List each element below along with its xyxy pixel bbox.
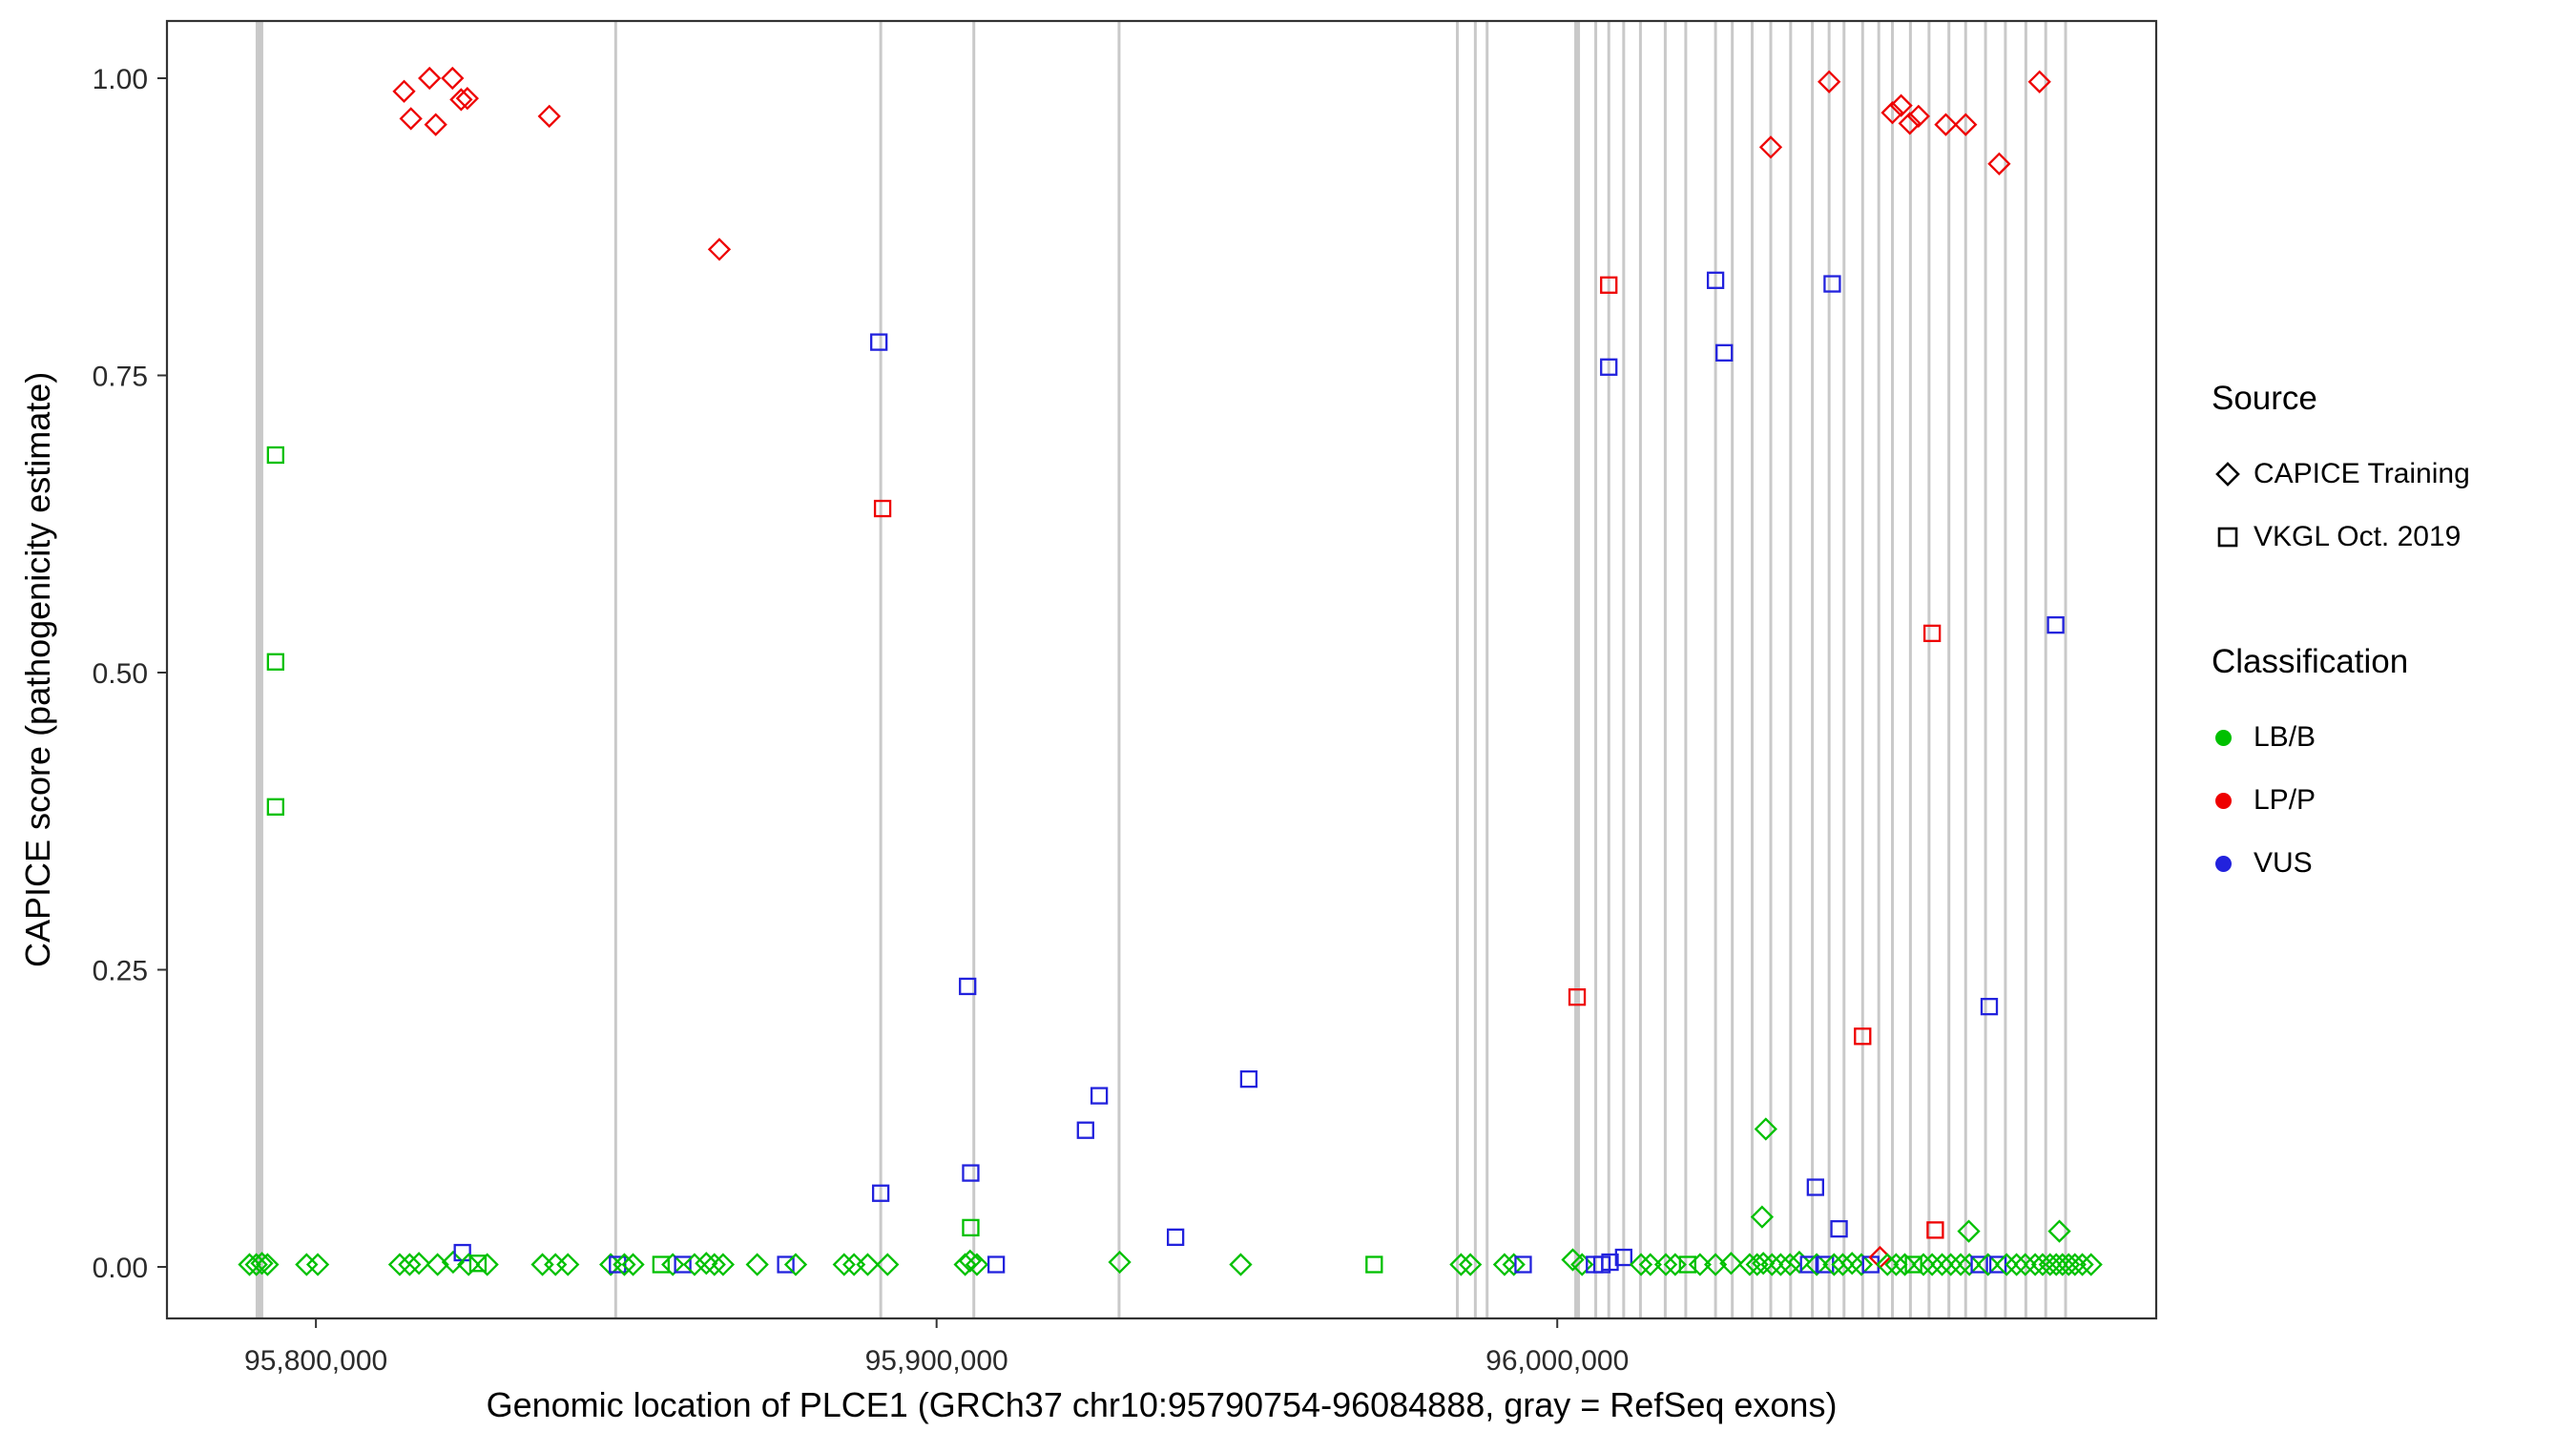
blue-dot-icon [2212,855,2254,872]
legend-item-vkgl: VKGL Oct. 2019 [2212,506,2470,569]
svg-text:0.50: 0.50 [93,658,148,690]
svg-text:1.00: 1.00 [93,64,148,95]
svg-text:0.25: 0.25 [93,956,148,987]
svg-text:95,900,000: 95,900,000 [865,1345,1008,1377]
legend-class-label: LP/P [2254,784,2316,816]
legend: Source CAPICE Training VKGL Oct. 2019 Cl… [2212,380,2470,895]
square-key-icon [2212,521,2254,553]
legend-class-label: LB/B [2254,721,2316,753]
legend-classification-title: Classification [2212,643,2409,680]
legend-item-vus: VUS [2212,832,2470,895]
legend-source-title: Source [2212,380,2317,417]
diamond-key-icon [2212,458,2254,490]
svg-text:96,000,000: 96,000,000 [1485,1345,1629,1377]
legend-item-capice-training: CAPICE Training [2212,443,2470,506]
legend-source-label: VKGL Oct. 2019 [2254,521,2462,552]
svg-text:95,800,000: 95,800,000 [244,1345,387,1377]
legend-item-lpp: LP/P [2212,769,2470,832]
svg-text:0.00: 0.00 [93,1253,148,1284]
svg-text:0.75: 0.75 [93,362,148,393]
green-dot-icon [2212,729,2254,746]
y-axis-title: CAPICE score (pathogenicity estimate) [18,371,57,968]
legend-item-lbb: LB/B [2212,706,2470,769]
legend-class-label: VUS [2254,847,2313,879]
legend-source-label: CAPICE Training [2254,458,2470,489]
x-axis-title: Genomic location of PLCE1 (GRCh37 chr10:… [486,1385,1838,1424]
red-dot-icon [2212,792,2254,809]
